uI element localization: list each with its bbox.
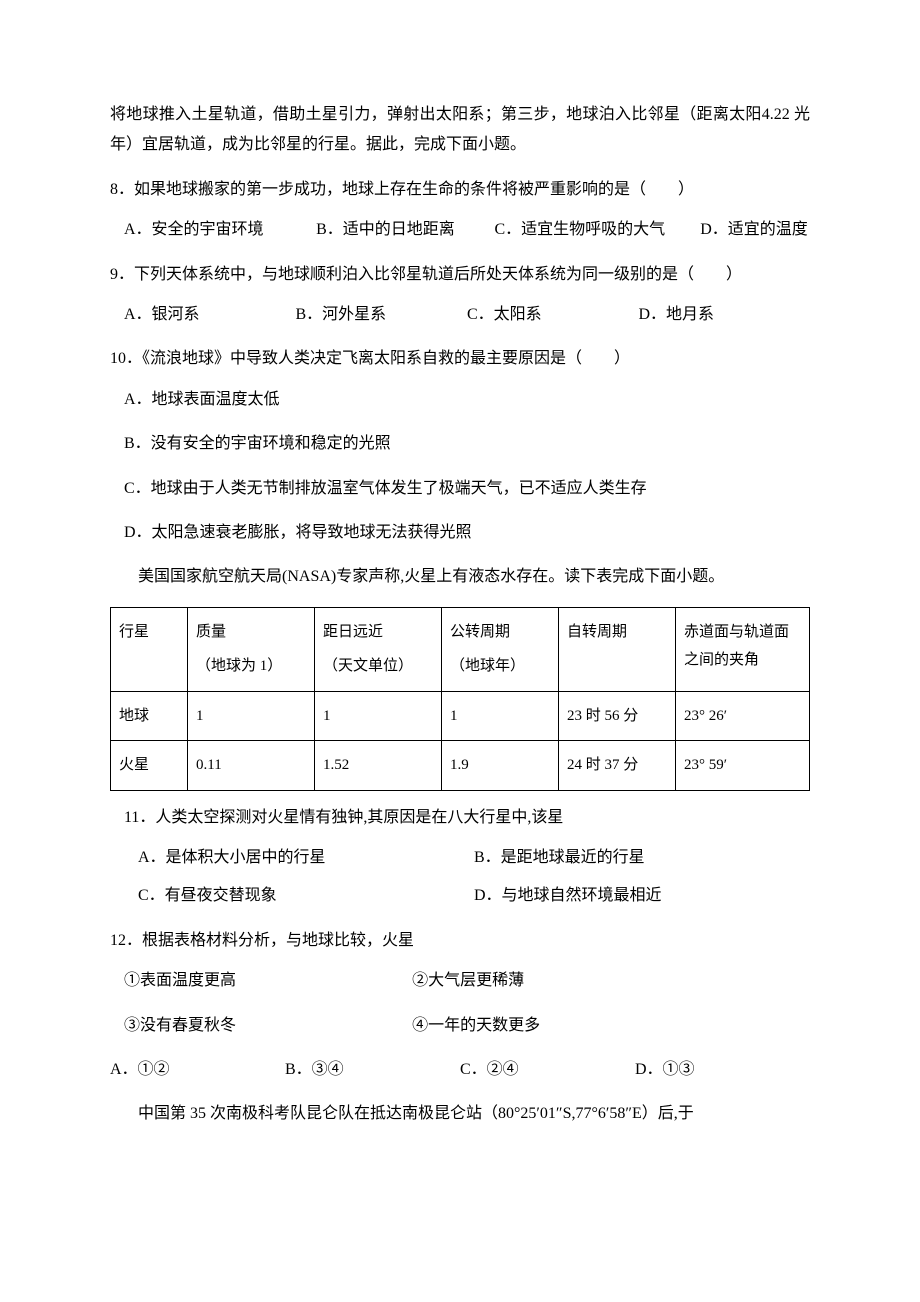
q10-options: A．地球表面温度太低 B．没有安全的宇宙环境和稳定的光照 C．地球由于人类无节制… <box>110 385 810 549</box>
q9-stem: 9．下列天体系统中，与地球顺利泊入比邻星轨道后所处天体系统为同一级别的是（ ） <box>110 260 810 290</box>
q9-option-b: B．河外星系 <box>296 300 468 330</box>
earth-mass: 1 <box>188 691 315 741</box>
q9-option-c: C．太阳系 <box>467 300 639 330</box>
th-dist-label: 距日远近 <box>323 624 383 640</box>
q11-option-c: C．有昼夜交替现象 <box>138 881 474 911</box>
q10-option-d: D．太阳急速衰老膨胀，将导致地球无法获得光照 <box>124 518 810 548</box>
q10-option-a: A．地球表面温度太低 <box>124 385 810 415</box>
q12-stem: 12．根据表格材料分析，与地球比较，火星 <box>110 926 810 956</box>
q10-option-b: B．没有安全的宇宙环境和稳定的光照 <box>124 429 810 459</box>
table-row-mars: 火星 0.11 1.52 1.9 24 时 37 分 23° 59′ <box>111 741 810 791</box>
q12-option-d: D．①③ <box>635 1055 810 1085</box>
th-angle: 赤道面与轨道面之间的夹角 <box>676 607 810 691</box>
earth-orbit: 1 <box>442 691 559 741</box>
th-mass-label: 质量 <box>196 624 226 640</box>
q11-option-d: D．与地球自然环境最相近 <box>474 881 810 911</box>
q8-option-d: D．适宜的温度 <box>700 215 810 245</box>
q8-options: A．安全的宇宙环境 B．适中的日地距离 C．适宜生物呼吸的大气 D．适宜的温度 <box>110 215 810 245</box>
th-dist: 距日远近 （天文单位） <box>315 607 442 691</box>
q12-statements-2: ③没有春夏秋冬 ④一年的天数更多 <box>110 1011 810 1041</box>
mars-angle: 23° 59′ <box>676 741 810 791</box>
earth-dist: 1 <box>315 691 442 741</box>
th-rotation: 自转周期 <box>559 607 676 691</box>
planet-comparison-table: 行星 质量 （地球为 1） 距日远近 （天文单位） 公转周期 （地球年） 自转周… <box>110 607 810 791</box>
q12-options: A．①② B．③④ C．②④ D．①③ <box>110 1055 810 1085</box>
q11-options: A．是体积大小居中的行星 B．是距地球最近的行星 C．有昼夜交替现象 D．与地球… <box>110 843 810 912</box>
table-row-earth: 地球 1 1 1 23 时 56 分 23° 26′ <box>111 691 810 741</box>
mars-dist: 1.52 <box>315 741 442 791</box>
earth-name: 地球 <box>111 691 188 741</box>
q12-option-c: C．②④ <box>460 1055 635 1085</box>
q12-option-b: B．③④ <box>285 1055 460 1085</box>
th-mass-sub: （地球为 1） <box>196 652 306 681</box>
q11-option-b: B．是距地球最近的行星 <box>474 843 810 873</box>
q9-options: A．银河系 B．河外星系 C．太阳系 D．地月系 <box>110 300 810 330</box>
q12-s4: ④一年的天数更多 <box>412 1011 540 1041</box>
mars-rotation: 24 时 37 分 <box>559 741 676 791</box>
intro-paragraph: 将地球推入土星轨道，借助土星引力，弹射出太阳系；第三步，地球泊入比邻星（距离太阳… <box>110 100 810 161</box>
earth-rotation: 23 时 56 分 <box>559 691 676 741</box>
q10-option-c: C．地球由于人类无节制排放温室气体发生了极端天气，已不适应人类生存 <box>124 474 810 504</box>
earth-angle: 23° 26′ <box>676 691 810 741</box>
mars-orbit: 1.9 <box>442 741 559 791</box>
document-page: 将地球推入土星轨道，借助土星引力，弹射出太阳系；第三步，地球泊入比邻星（距离太阳… <box>0 0 920 1302</box>
q8-option-b: B．适中的日地距离 <box>316 215 494 245</box>
q12-s1: ①表面温度更高 <box>124 966 412 996</box>
q12-s2: ②大气层更稀薄 <box>412 966 524 996</box>
q12-option-a: A．①② <box>110 1055 285 1085</box>
q8-option-c: C．适宜生物呼吸的大气 <box>494 215 700 245</box>
mars-name: 火星 <box>111 741 188 791</box>
mars-mass: 0.11 <box>188 741 315 791</box>
q12-s3: ③没有春夏秋冬 <box>124 1011 412 1041</box>
q8-stem: 8．如果地球搬家的第一步成功，地球上存在生命的条件将被严重影响的是（ ） <box>110 175 810 205</box>
q11-option-a: A．是体积大小居中的行星 <box>138 843 474 873</box>
q9-option-a: A．银河系 <box>124 300 296 330</box>
q8-option-a: A．安全的宇宙环境 <box>124 215 316 245</box>
q11-stem: 11．人类太空探测对火星情有独钟,其原因是在八大行星中,该星 <box>110 803 810 833</box>
th-mass: 质量 （地球为 1） <box>188 607 315 691</box>
th-orbit: 公转周期 （地球年） <box>442 607 559 691</box>
q10-stem: 10．《流浪地球》中导致人类决定飞离太阳系自救的最主要原因是（ ） <box>110 344 810 374</box>
th-planet: 行星 <box>111 607 188 691</box>
context-nasa: 美国国家航空航天局(NASA)专家声称,火星上有液态水存在。读下表完成下面小题。 <box>110 562 810 592</box>
th-orbit-sub: （地球年） <box>450 652 550 681</box>
th-orbit-label: 公转周期 <box>450 624 510 640</box>
context-antarctica: 中国第 35 次南极科考队昆仑队在抵达南极昆仑站（80°25′01″S,77°6… <box>110 1099 810 1129</box>
th-dist-sub: （天文单位） <box>323 652 433 681</box>
q9-option-d: D．地月系 <box>639 300 811 330</box>
table-header-row: 行星 质量 （地球为 1） 距日远近 （天文单位） 公转周期 （地球年） 自转周… <box>111 607 810 691</box>
q12-statements-1: ①表面温度更高 ②大气层更稀薄 <box>110 966 810 996</box>
